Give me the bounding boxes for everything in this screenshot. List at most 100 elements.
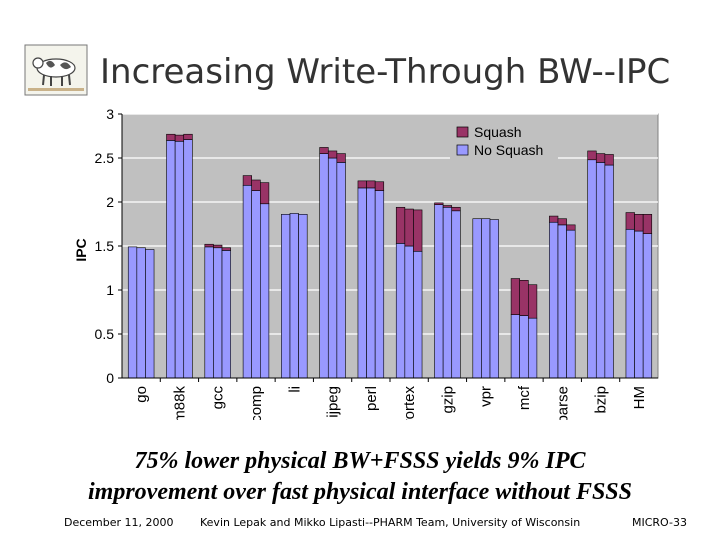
bar-squash-bzip-3 bbox=[604, 154, 614, 166]
x-tick-label: ijpeg bbox=[325, 386, 342, 418]
bar-no-squash-li-2 bbox=[289, 213, 299, 379]
bar-no-squash-vpr-1 bbox=[472, 218, 482, 379]
plot-area bbox=[121, 113, 659, 379]
bar-squash-comp-1 bbox=[242, 175, 253, 186]
bar-no-squash-HM-1 bbox=[625, 228, 635, 379]
bar-no-squash-li-3 bbox=[298, 214, 308, 379]
bar-squash-HM-1 bbox=[625, 212, 635, 230]
bar-no-squash-go-2 bbox=[136, 247, 146, 379]
caption-line-1: 75% lower physical BW+FSSS yields 9% IPC bbox=[134, 448, 586, 474]
footer-slide-number: MICRO-33 bbox=[632, 516, 687, 529]
bar-no-squash-m88k-1 bbox=[166, 140, 176, 379]
x-axis: go m88k gcc comp li ijpeg perl vortex gzip vpr mcf… bbox=[122, 377, 658, 420]
bar-squash-mcf-3 bbox=[527, 284, 538, 319]
bar-squash-ijpeg-1 bbox=[319, 147, 329, 154]
bar-no-squash-gcc-2 bbox=[213, 247, 223, 379]
bar-squash-mcf-2 bbox=[519, 280, 529, 316]
bar-squash-comp-2 bbox=[251, 179, 261, 191]
bar-no-squash-vpr-3 bbox=[489, 219, 499, 379]
bar-no-squash-bzip-1 bbox=[587, 159, 597, 379]
slide-title: Increasing Write-Through BW--IPC bbox=[100, 52, 671, 92]
footer-credits: Kevin Lepak and Mikko Lipasti--PHARM Tea… bbox=[200, 516, 581, 529]
bar-no-squash-mcf-3 bbox=[527, 317, 538, 379]
bar-no-squash-comp-1 bbox=[242, 184, 253, 379]
bar-squash-perl-1 bbox=[357, 180, 367, 189]
bar-no-squash-ijpeg-2 bbox=[327, 157, 338, 379]
y-tick-label: 0 bbox=[106, 370, 114, 386]
x-tick-label: mcf bbox=[516, 385, 533, 410]
bar-squash-ijpeg-3 bbox=[336, 153, 346, 163]
bar-no-squash-m88k-3 bbox=[183, 139, 193, 379]
bar-no-squash-bzip-2 bbox=[595, 162, 606, 379]
legend-label-no-squash: No Squash bbox=[474, 142, 543, 158]
bar-no-squash-ijpeg-1 bbox=[319, 153, 329, 379]
bar-squash-gcc-3 bbox=[221, 247, 231, 251]
bar-squash-vortex-3 bbox=[413, 209, 423, 252]
bar-no-squash-go-1 bbox=[127, 246, 138, 379]
bar-squash-gcc-1 bbox=[204, 243, 214, 248]
bar-squash-m88k-3 bbox=[183, 133, 193, 140]
bar-no-squash-m88k-2 bbox=[174, 140, 185, 379]
x-tick-label: parse bbox=[554, 386, 571, 420]
bar-squash-gzip-1 bbox=[434, 202, 444, 205]
bar-no-squash-HM-3 bbox=[642, 233, 653, 379]
bar-squash-parse-1 bbox=[549, 215, 559, 223]
bar-squash-gzip-2 bbox=[442, 205, 453, 208]
bar-squash-parse-2 bbox=[557, 218, 567, 226]
bar-no-squash-parse-3 bbox=[566, 229, 576, 379]
bar-squash-perl-2 bbox=[366, 180, 376, 189]
x-tick-label: gzip bbox=[439, 386, 456, 414]
bar-no-squash-gzip-3 bbox=[451, 210, 461, 379]
bar-squash-bzip-2 bbox=[595, 153, 606, 163]
bar-no-squash-mcf-2 bbox=[519, 315, 529, 379]
cow-logo-icon bbox=[24, 44, 88, 96]
bar-squash-m88k-2 bbox=[174, 134, 185, 142]
bar-no-squash-perl-3 bbox=[374, 190, 385, 379]
bar-no-squash-bzip-3 bbox=[604, 164, 614, 379]
x-tick-label: HM bbox=[631, 386, 648, 409]
bar-squash-HM-2 bbox=[634, 214, 644, 232]
y-tick-label: 2.5 bbox=[95, 150, 115, 166]
bar-no-squash-li-1 bbox=[281, 214, 291, 379]
bar-squash-bzip-1 bbox=[587, 150, 597, 161]
caption-line-2: improvement over fast physical interface… bbox=[87, 479, 633, 505]
x-tick-label: go bbox=[133, 386, 150, 403]
legend-label-squash: Squash bbox=[474, 124, 521, 140]
y-axis-label: IPC bbox=[73, 238, 89, 261]
caption: 75% lower physical BW+FSSS yields 9% IPC… bbox=[0, 446, 720, 508]
x-tick-label: gcc bbox=[210, 386, 227, 410]
bar-no-squash-perl-2 bbox=[366, 187, 376, 379]
bar-squash-m88k-1 bbox=[166, 133, 176, 141]
bar-squash-gzip-3 bbox=[451, 206, 461, 212]
bar-no-squash-gcc-3 bbox=[221, 250, 231, 379]
x-tick-label: vpr bbox=[478, 386, 495, 407]
x-tick-label: vortex bbox=[401, 386, 418, 420]
y-axis: 0 0.5 1 1.5 2 2.5 3 bbox=[95, 106, 123, 386]
legend-swatch-no-squash bbox=[456, 144, 469, 156]
bar-no-squash-comp-3 bbox=[260, 203, 270, 379]
bar-no-squash-vortex-3 bbox=[413, 250, 423, 379]
y-tick-label: 3 bbox=[106, 106, 114, 122]
x-tick-label: comp bbox=[248, 386, 265, 420]
bar-no-squash-ijpeg-3 bbox=[336, 162, 346, 379]
legend: Squash No Squash bbox=[450, 120, 558, 160]
x-tick-label: li bbox=[286, 386, 303, 393]
bar-no-squash-go-3 bbox=[145, 249, 155, 379]
bar-squash-perl-3 bbox=[374, 181, 385, 191]
bar-no-squash-parse-2 bbox=[557, 224, 567, 379]
bar-no-squash-gcc-1 bbox=[204, 246, 214, 379]
bar-no-squash-vpr-2 bbox=[481, 218, 491, 379]
legend-swatch-squash bbox=[456, 126, 469, 138]
bar-no-squash-gzip-2 bbox=[442, 206, 453, 379]
y-tick-label: 1 bbox=[106, 282, 114, 298]
bar-squash-parse-3 bbox=[566, 224, 576, 231]
bar-squash-vortex-1 bbox=[395, 206, 406, 244]
x-tick-label: m88k bbox=[171, 386, 188, 420]
bar-no-squash-mcf-1 bbox=[510, 314, 521, 379]
bar-no-squash-parse-1 bbox=[549, 221, 559, 379]
bar-squash-HM-3 bbox=[642, 214, 653, 234]
x-tick-label: perl bbox=[363, 386, 380, 411]
bar-no-squash-gzip-1 bbox=[434, 204, 444, 379]
y-tick-label: 2 bbox=[106, 194, 114, 210]
y-tick-label: 0.5 bbox=[95, 326, 115, 342]
